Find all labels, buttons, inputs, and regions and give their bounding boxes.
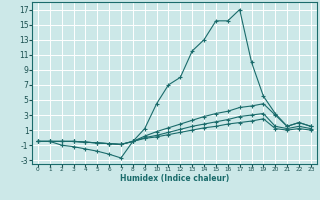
X-axis label: Humidex (Indice chaleur): Humidex (Indice chaleur): [120, 174, 229, 183]
